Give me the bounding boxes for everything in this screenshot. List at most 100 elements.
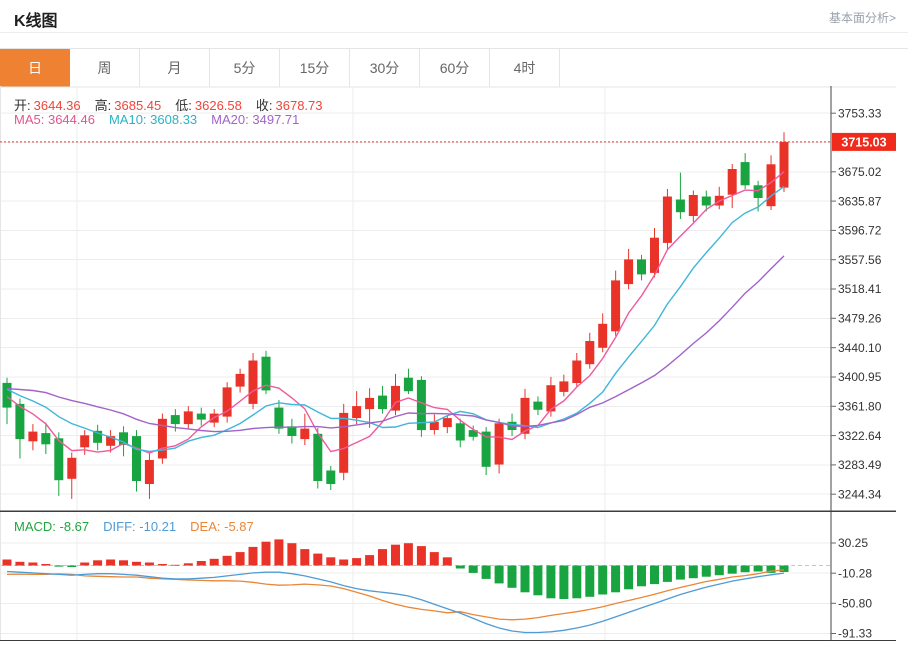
candle[interactable] bbox=[481, 431, 491, 467]
candle[interactable] bbox=[740, 162, 750, 186]
candle[interactable] bbox=[753, 185, 763, 198]
candle[interactable] bbox=[533, 401, 543, 410]
macd-bar bbox=[209, 558, 219, 566]
candle[interactable] bbox=[520, 397, 530, 434]
tab-30min[interactable]: 30分 bbox=[350, 49, 420, 87]
macd-bar bbox=[403, 543, 413, 566]
open-value: 开: 3644.36 bbox=[14, 98, 81, 113]
candle[interactable] bbox=[378, 395, 387, 410]
tab-4hour[interactable]: 4时 bbox=[490, 49, 560, 87]
candle[interactable] bbox=[611, 280, 621, 332]
macd-bar bbox=[585, 565, 595, 597]
candle[interactable] bbox=[183, 411, 193, 425]
candle[interactable] bbox=[313, 433, 323, 481]
candle[interactable] bbox=[28, 431, 38, 442]
macd-bar bbox=[416, 546, 426, 566]
macd-bar bbox=[624, 565, 634, 590]
macd-bar bbox=[28, 562, 38, 566]
tab-day[interactable]: 日 bbox=[0, 49, 70, 87]
candle[interactable] bbox=[339, 412, 349, 473]
candle[interactable] bbox=[572, 360, 582, 384]
candle[interactable] bbox=[585, 341, 595, 365]
candle[interactable] bbox=[287, 426, 297, 436]
fundamental-analysis-link[interactable]: 基本面分析> bbox=[828, 11, 896, 25]
candle[interactable] bbox=[326, 470, 336, 485]
macd-bar bbox=[93, 560, 103, 566]
low-value: 低: 3626.58 bbox=[175, 98, 242, 113]
macd-value: MACD: -8.67 bbox=[14, 519, 90, 534]
candle[interactable] bbox=[416, 379, 426, 431]
candle[interactable] bbox=[261, 356, 271, 391]
price-axis-label: 3557.56 bbox=[838, 253, 882, 267]
macd-bar bbox=[183, 563, 193, 566]
dea-line bbox=[6, 569, 785, 621]
macd-axis-label: -91.33 bbox=[838, 627, 872, 641]
price-axis-label: 3635.87 bbox=[838, 194, 882, 208]
candle[interactable] bbox=[352, 406, 362, 419]
dea-value: DEA: -5.87 bbox=[190, 519, 254, 534]
candle[interactable] bbox=[688, 195, 698, 216]
candle[interactable] bbox=[196, 413, 206, 420]
candle[interactable] bbox=[80, 435, 90, 448]
candle[interactable] bbox=[41, 433, 51, 445]
candle[interactable] bbox=[675, 199, 685, 213]
macd-bar bbox=[688, 565, 698, 579]
candle[interactable] bbox=[546, 385, 556, 412]
candle[interactable] bbox=[559, 381, 569, 392]
candle[interactable] bbox=[2, 382, 12, 408]
candle[interactable] bbox=[650, 237, 659, 273]
tab-week[interactable]: 周 bbox=[70, 49, 140, 87]
macd-bar bbox=[429, 552, 439, 566]
candle[interactable] bbox=[637, 259, 646, 275]
tab-month[interactable]: 月 bbox=[140, 49, 210, 87]
candle[interactable] bbox=[701, 196, 711, 206]
candle[interactable] bbox=[274, 407, 284, 429]
candle[interactable] bbox=[662, 196, 672, 243]
candle[interactable] bbox=[67, 457, 77, 479]
candle[interactable] bbox=[157, 418, 167, 459]
candle[interactable] bbox=[106, 436, 116, 446]
candle[interactable] bbox=[494, 423, 504, 465]
diff-line bbox=[6, 570, 785, 634]
macd-bar bbox=[753, 565, 763, 572]
candle[interactable] bbox=[365, 397, 375, 410]
macd-bar bbox=[365, 555, 375, 566]
tab-60min[interactable]: 60分 bbox=[420, 49, 490, 87]
candle[interactable] bbox=[170, 415, 180, 425]
candle[interactable] bbox=[222, 387, 232, 417]
candle[interactable] bbox=[144, 460, 154, 484]
candle[interactable] bbox=[598, 323, 608, 348]
kline-chart[interactable]: 3753.33 3675.02 3635.87 3596.72 3557.56 3518.… bbox=[0, 86, 896, 641]
candle[interactable] bbox=[248, 360, 258, 404]
macd-bar bbox=[352, 558, 362, 566]
ma10-value: MA10: 3608.33 bbox=[108, 112, 198, 127]
candle[interactable] bbox=[779, 141, 789, 188]
candle[interactable] bbox=[403, 377, 413, 392]
tab-5min[interactable]: 5分 bbox=[210, 49, 280, 87]
tab-15min[interactable]: 15分 bbox=[280, 49, 350, 87]
macd-bar bbox=[650, 565, 659, 585]
price-axis-label: 3518.41 bbox=[838, 282, 882, 296]
candle[interactable] bbox=[93, 430, 103, 443]
candle[interactable] bbox=[391, 385, 400, 411]
candle[interactable] bbox=[54, 438, 64, 481]
candle[interactable] bbox=[727, 169, 737, 195]
macd-bar bbox=[559, 565, 569, 599]
candle[interactable] bbox=[15, 403, 25, 440]
macd-bar bbox=[300, 549, 310, 566]
candle[interactable] bbox=[624, 259, 634, 285]
candle[interactable] bbox=[429, 421, 439, 430]
candle[interactable] bbox=[442, 418, 452, 428]
candle[interactable] bbox=[455, 423, 465, 441]
candle[interactable] bbox=[300, 428, 310, 440]
candle[interactable] bbox=[766, 164, 776, 207]
candle[interactable] bbox=[235, 373, 245, 387]
candle[interactable] bbox=[119, 432, 128, 445]
candle[interactable] bbox=[132, 436, 141, 481]
candle[interactable] bbox=[468, 430, 478, 437]
macd-histogram bbox=[2, 539, 789, 599]
macd-bar bbox=[637, 565, 646, 587]
macd-bar bbox=[455, 565, 465, 569]
price-axis-label: 3675.02 bbox=[838, 165, 882, 179]
macd-bar bbox=[507, 565, 517, 588]
